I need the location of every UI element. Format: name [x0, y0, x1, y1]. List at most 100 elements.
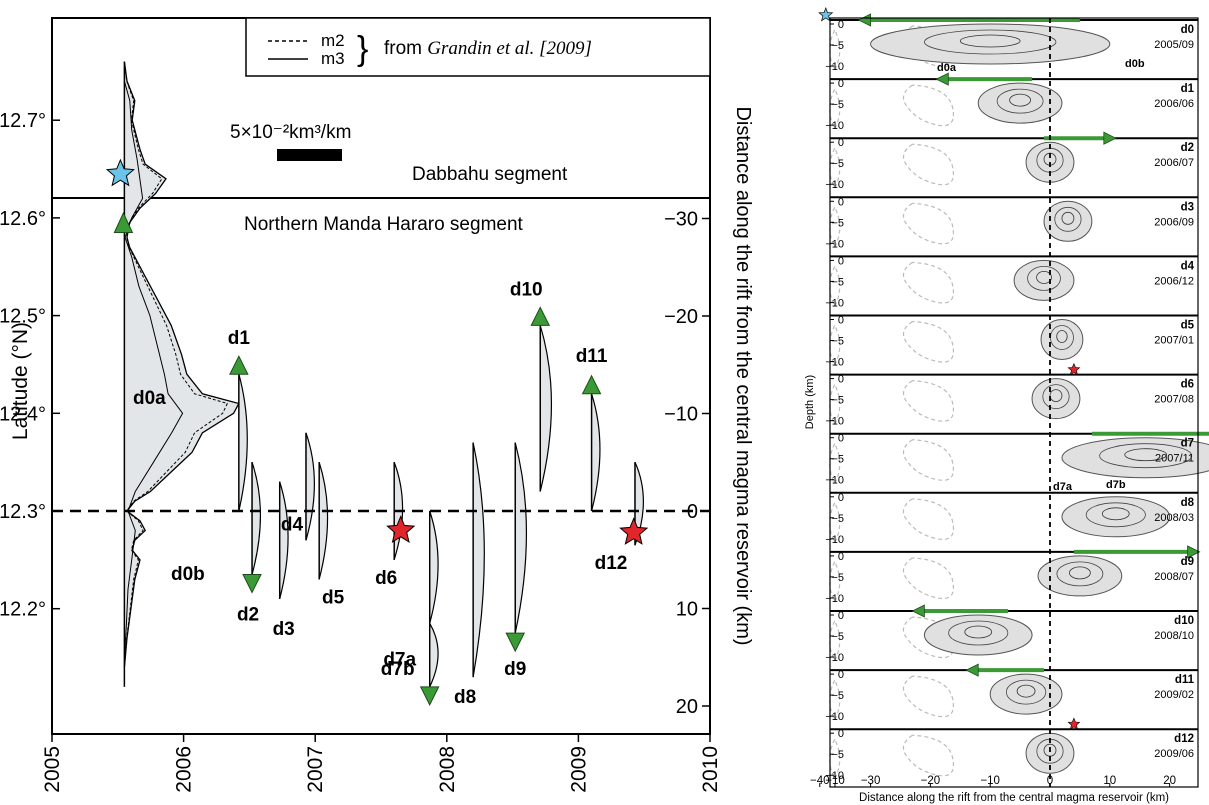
y-tick-label: 12.5°: [0, 306, 46, 328]
panel-label: d6: [1181, 379, 1194, 391]
panel-date: 2006/09: [1154, 216, 1194, 228]
legend-m3-label: m3: [321, 49, 345, 68]
deformation-body: [1043, 200, 1093, 242]
depth-tick-label: 0: [838, 492, 844, 504]
x-tick-label: 2005: [41, 746, 64, 793]
depth-tick-label: −10: [825, 416, 844, 428]
depth-tick-label: −5: [831, 749, 844, 761]
contour-core: [964, 625, 993, 639]
depth-tick-label: 0: [838, 315, 844, 327]
event-profile-d4: [305, 432, 315, 541]
panel-date: 2009/06: [1154, 748, 1194, 760]
event-label-d5: d5: [322, 587, 345, 608]
south-arrow-d9: [505, 632, 526, 653]
contour-inner: [1099, 443, 1193, 469]
contour-inner: [1085, 502, 1146, 528]
depth-tick-label: 0: [838, 255, 844, 267]
event-label-d11: d11: [576, 346, 608, 367]
panel-date: 2007/08: [1154, 394, 1194, 406]
depth-panel-d11: 0 −5 −10 d11 2009/02: [825, 663, 1198, 723]
contour-inner: [948, 620, 1009, 646]
propagation-arrowhead: [935, 72, 949, 86]
depth-tick-label: −10: [825, 238, 844, 250]
deformation-body: [989, 673, 1063, 715]
x-tick-label: 2010: [699, 746, 722, 793]
contour-core: [1101, 507, 1130, 521]
ghost-outline-west: [829, 502, 841, 545]
y2-tick-label: 10: [676, 599, 698, 621]
blue-star: [818, 7, 834, 22]
depth-tick-label: −10: [825, 652, 844, 664]
depth-panel-d1: 0 −5 −10 d1 2006/06: [825, 72, 1198, 132]
right-x-tick-label: 0: [1047, 775, 1053, 787]
right-x-axis-label: Distance along the rift from the central…: [859, 792, 1169, 804]
propagation-arrowhead: [857, 13, 871, 27]
event-markers: [105, 158, 649, 706]
depth-tick-label: 0: [838, 137, 844, 149]
contour-inner: [996, 88, 1044, 114]
deformation-body: [1061, 437, 1209, 479]
ghost-outline-west: [829, 207, 841, 249]
x-tick-label: 2009: [567, 746, 590, 793]
star-red-1: [386, 515, 416, 543]
event-profile-d11: [590, 393, 601, 512]
y-tick-label: 12.2°: [0, 599, 46, 621]
ghost-outline-west: [829, 29, 841, 72]
contour-core: [1016, 684, 1036, 698]
panel-label: d12: [1174, 733, 1194, 745]
panel-date: 2008/10: [1154, 630, 1194, 642]
scale-bar-label: 5×10⁻²km³/km: [230, 122, 351, 143]
depth-tick-label: −5: [831, 158, 844, 170]
d0-m2-step: [123, 80, 184, 658]
y-axis-label-latitude: Latitude (°N): [9, 322, 32, 440]
x-tick-label: 2007: [304, 746, 327, 793]
depth-panel-d7: 0 −5 −10 d7 2007/11: [825, 431, 1209, 487]
event-label-d7a: d7a: [383, 649, 416, 670]
legend-box: [245, 17, 711, 77]
d0-north-arrow: [113, 211, 134, 234]
ghost-outline-center: [902, 675, 954, 718]
x-tick-label: 2006: [173, 746, 196, 793]
d0-area: [124, 61, 239, 668]
right-axes: −10−40−30−20−100102030: [810, 775, 1176, 787]
depth-tick-label: 0: [838, 78, 844, 90]
event-profile-d8: [472, 442, 485, 678]
panel-date: 2008/07: [1154, 571, 1194, 583]
event-label-d1: d1: [228, 328, 251, 349]
deformation-body: [1061, 496, 1171, 538]
d0-profile: [123, 61, 240, 687]
epicenter-star: [1067, 717, 1081, 730]
label-right-d7b: d7b: [1106, 479, 1126, 491]
north-arrow-d10: [530, 306, 551, 326]
ghost-outline-west: [829, 384, 841, 426]
contour-core: [1069, 566, 1091, 580]
ghost-outline-west: [829, 561, 841, 604]
depth-tick-label: −5: [831, 690, 844, 702]
depth-tick-label: 0: [838, 19, 844, 31]
event-label-d2: d2: [237, 605, 259, 626]
depth-panel-d4: 0 −5 −10 d4 2006/12: [825, 255, 1198, 309]
deformation-body: [923, 614, 1033, 656]
depth-panels: 0 −5 −10 d0 2005/09 0 −5 −10 d1 2006/06 0 −5 −10 d2 20…: [818, 7, 1209, 782]
panel-label: d11: [1175, 674, 1195, 686]
ghost-outline-center: [902, 320, 954, 363]
depth-tick-label: 0: [838, 610, 844, 622]
panel-date: 2007/11: [1155, 453, 1194, 465]
ghost-outline-center: [902, 143, 954, 186]
depth-tick-label: −10: [825, 593, 844, 605]
depth-tick-label: −5: [831, 513, 844, 525]
depth-tick-label: 0: [838, 196, 844, 208]
depth-tick-label: −5: [831, 395, 844, 407]
panel-label: d1: [1181, 83, 1195, 95]
y2-tick-label: −10: [664, 404, 698, 426]
depth-panel-d6: 0 −5 −10 d6 2007/08: [825, 362, 1198, 428]
panel-label: d9: [1181, 556, 1194, 568]
depth-tick-label: −10: [825, 534, 844, 546]
contour-core: [959, 34, 1021, 48]
panel-date: 2006/07: [1154, 157, 1194, 169]
ghost-outline-west: [829, 147, 841, 190]
depth-tick-label: −5: [831, 454, 844, 466]
panel-date: 2007/01: [1154, 335, 1194, 347]
panel-label: d2: [1181, 142, 1194, 154]
